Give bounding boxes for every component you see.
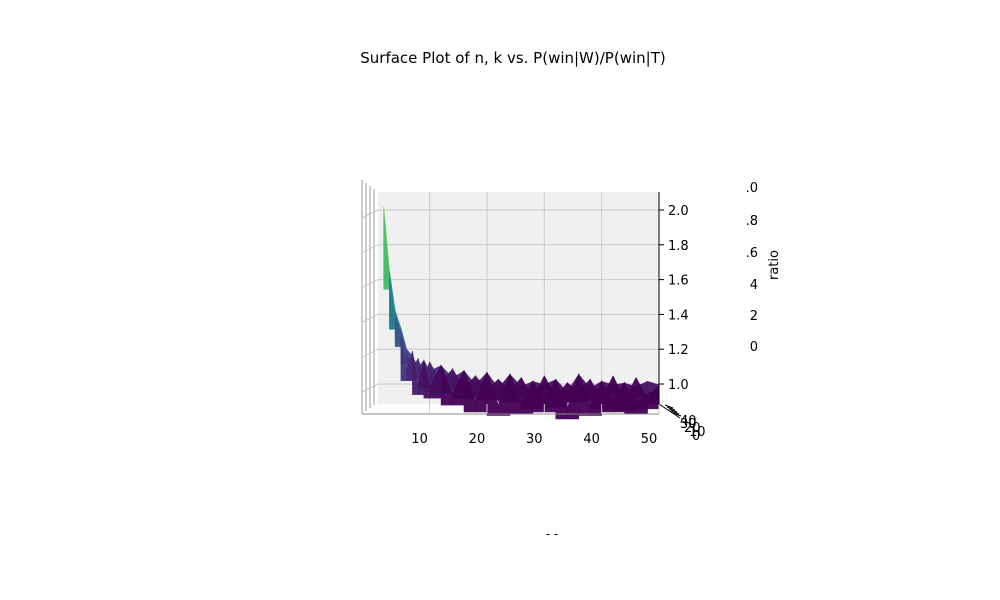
z-tick-label: 1.2	[668, 343, 689, 358]
pane-gridline	[361, 279, 379, 289]
z-tick-label: 1.0	[668, 378, 689, 393]
clipped-axis-ticks: .0 .8 .6 4 2 0	[746, 181, 758, 355]
surface-facet	[566, 373, 580, 420]
z-tick-label: 1.4	[668, 308, 689, 323]
z-tick-label: 1.8	[668, 239, 689, 254]
y-tick-mark	[672, 412, 682, 417]
y-tick-mark	[668, 408, 678, 413]
pane-gridline	[361, 348, 379, 358]
y-tick-mark	[664, 404, 674, 409]
y-tick-mark	[670, 410, 680, 415]
clipped-tick-label: .6	[746, 246, 758, 261]
y-tick-label: 10	[689, 425, 706, 440]
axes	[362, 192, 681, 419]
clipped-tick-label: .0	[746, 181, 758, 196]
surface-facet	[498, 373, 511, 416]
clipped-tick-label: 4	[750, 278, 758, 293]
pane-gridline	[361, 209, 379, 219]
x-tick-label: 20	[469, 432, 486, 447]
y-tick-label: 30	[680, 417, 697, 432]
pane-gridline	[361, 244, 379, 254]
bottom-axis-label: - -	[546, 527, 558, 541]
z-tick-label: 1.6	[668, 274, 689, 289]
x-tick-label: 10	[411, 432, 428, 447]
left-pane-frame	[361, 180, 379, 414]
z-axis-label: ratio	[767, 250, 782, 280]
chart-title: Surface Plot of n, k vs. P(win|W)/P(win|…	[360, 49, 665, 67]
pane-gridline	[361, 313, 379, 323]
x-axis-ticks: 10 20 30 40 50	[411, 404, 660, 447]
surface-mesh	[383, 206, 660, 420]
y-tick-label: 40	[680, 414, 697, 429]
x-tick-label: 40	[583, 432, 600, 447]
z-tick-label: 2.0	[668, 204, 689, 219]
y-tick-mark	[666, 406, 676, 411]
clipped-tick-label: 0	[750, 340, 758, 355]
x-tick-label: 30	[526, 432, 543, 447]
grid-lines	[378, 192, 660, 404]
z-axis-ticks: 1.0 1.2 1.4 1.6 1.8 2.0	[659, 204, 689, 393]
surface-facet	[589, 380, 602, 416]
clipped-tick-label: 2	[750, 309, 758, 324]
x-tick-label: 50	[641, 432, 658, 447]
clipped-tick-label: .8	[746, 214, 758, 229]
y-tick-label: 20	[684, 421, 701, 436]
y-tick-label: 0	[692, 429, 700, 444]
pane-gridline	[361, 383, 379, 393]
y-axis-line	[658, 403, 681, 419]
